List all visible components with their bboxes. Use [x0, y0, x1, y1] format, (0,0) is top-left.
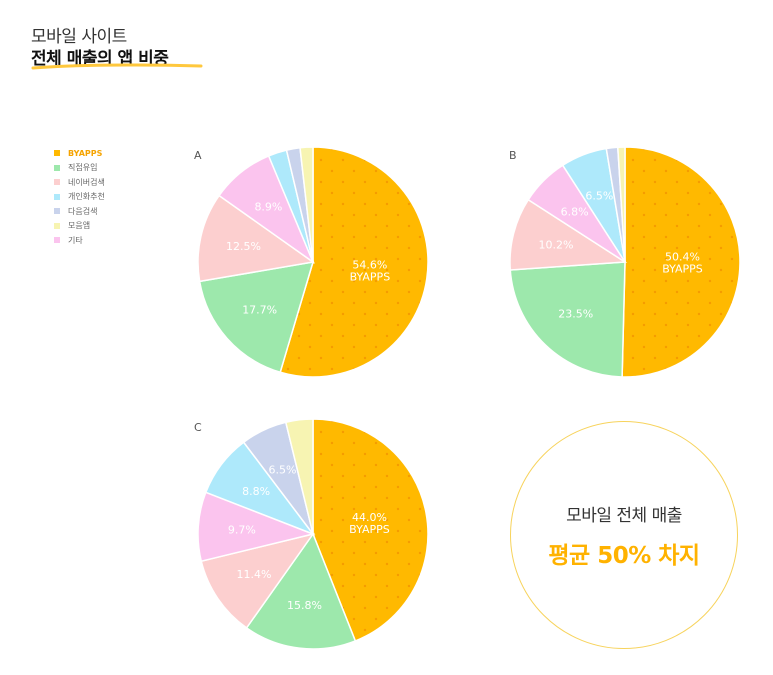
pie-slice	[245, 532, 357, 650]
slice-data-label: 8.8%	[242, 485, 270, 498]
slice-data-label: 6.5%	[585, 189, 613, 202]
legend: BYAPPS 직접유입 네이버검색 개인화추천 다음검색 모음앱 기타	[54, 146, 105, 248]
legend-item: 개인화추천	[54, 190, 105, 205]
pie-chart-b: 50.4% BYAPPS 23.5% 10.2% 6.8% 6.5%	[509, 146, 741, 378]
pie-slice	[284, 418, 314, 535]
legend-item: 네이버검색	[54, 175, 105, 190]
legend-label: 모음앱	[68, 221, 91, 231]
pie-slice	[197, 194, 315, 283]
legend-swatch	[54, 193, 60, 200]
legend-label: 네이버검색	[68, 177, 105, 187]
page-subtitle: 모바일 사이트	[31, 27, 127, 47]
slice-data-label: 6.8%	[561, 206, 589, 219]
slice-data-label: 17.7%	[242, 303, 277, 316]
legend-item: 기타	[54, 233, 105, 248]
summary-circle: 모바일 전체 매출 평균 50% 차지	[510, 421, 738, 649]
pie-slice	[279, 146, 429, 378]
legend-swatch	[54, 150, 60, 157]
legend-label: 개인화추천	[68, 192, 105, 202]
legend-label: 기타	[68, 235, 83, 245]
legend-item: 모음앱	[54, 219, 105, 234]
title-underline	[31, 63, 203, 70]
slice-data-label: 6.5%	[268, 464, 296, 477]
pie-slice	[616, 146, 626, 263]
legend-label: 다음검색	[68, 206, 98, 216]
slice-data-label: 8.9%	[254, 200, 282, 213]
slice-data-label: 15.8%	[287, 599, 322, 612]
summary-text: 모바일 전체 매출	[566, 505, 682, 526]
slice-data-label: 23.5%	[558, 308, 593, 321]
slice-data-label: 9.7%	[228, 523, 256, 536]
legend-item: 다음검색	[54, 204, 105, 219]
legend-label: BYAPPS	[68, 148, 103, 158]
slice-data-label: 54.6% BYAPPS	[350, 258, 391, 283]
pie-slice	[198, 261, 315, 374]
legend-swatch	[54, 208, 60, 215]
slice-data-label: 12.5%	[226, 240, 261, 253]
slice-data-label: 10.2%	[538, 238, 573, 251]
slice-data-label: 50.4% BYAPPS	[662, 251, 703, 276]
legend-label: 직접유입	[68, 163, 98, 173]
slice-data-label: 44.0% BYAPPS	[349, 511, 390, 536]
pie-slice	[200, 532, 315, 629]
pie-chart-c: 44.0% BYAPPS 15.8% 11.4% 9.7% 8.8% 6.5%	[197, 418, 429, 650]
legend-swatch	[54, 222, 60, 229]
pie-slice	[299, 146, 314, 263]
chart-a-label: A	[194, 149, 202, 162]
pie-slice	[621, 146, 741, 378]
legend-swatch	[54, 164, 60, 171]
summary-highlight: 평균 50% 차지	[548, 542, 700, 569]
legend-item: 직접유입	[54, 161, 105, 176]
legend-swatch	[54, 237, 60, 244]
pie-slice	[509, 261, 626, 378]
chart-c-label: C	[194, 421, 202, 434]
legend-item: BYAPPS	[54, 146, 105, 161]
slice-data-label: 11.4%	[237, 568, 272, 581]
pie-slice	[509, 198, 628, 271]
legend-swatch	[54, 179, 60, 186]
chart-b-label: B	[509, 149, 517, 162]
pie-chart-a: 54.6% BYAPPS 17.7% 12.5% 8.9%	[197, 146, 429, 378]
pie-slice	[312, 418, 429, 642]
